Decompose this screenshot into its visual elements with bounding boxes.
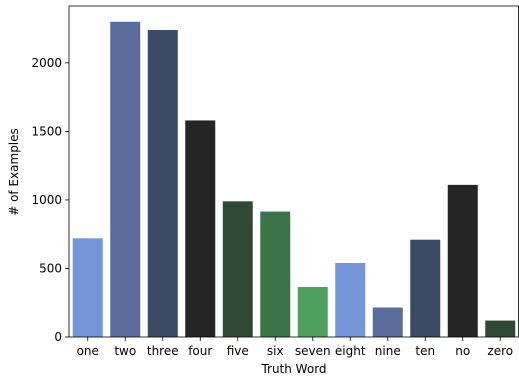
x-tick-label: zero — [487, 344, 513, 358]
y-tick-label: 500 — [39, 261, 62, 275]
bar-one — [72, 238, 103, 337]
x-tick-label: one — [77, 344, 99, 358]
bar-three — [147, 29, 178, 338]
bar-nine — [372, 307, 403, 337]
bar-five — [222, 201, 253, 337]
x-tick-label: three — [147, 344, 179, 358]
ticks-layer: one two three four five six seven eight nine ten n… — [31, 56, 513, 358]
x-tick-label: ten — [415, 344, 435, 358]
bar-eight — [335, 262, 366, 337]
y-axis-label: # of Examples — [7, 128, 21, 216]
x-axis-label: Truth Word — [260, 362, 326, 376]
x-tick-label: six — [267, 344, 284, 358]
y-tick-label: 0 — [54, 330, 62, 344]
x-tick-label: eight — [335, 344, 366, 358]
bar-ten — [410, 239, 441, 337]
y-tick-label: 1000 — [31, 193, 62, 207]
x-tick-label: five — [227, 344, 249, 358]
x-tick-label: two — [114, 344, 136, 358]
bar-seven — [297, 286, 328, 337]
x-tick-label: seven — [295, 344, 331, 358]
y-tick-label: 2000 — [31, 56, 62, 70]
y-tick-label: 1500 — [31, 124, 62, 138]
x-tick-label: nine — [375, 344, 401, 358]
bar-no — [447, 184, 478, 337]
bar-zero — [485, 320, 516, 337]
bar-two — [110, 21, 141, 337]
x-tick-label: no — [455, 344, 470, 358]
bar-four — [185, 120, 216, 337]
bar-six — [260, 211, 291, 337]
x-tick-label: four — [188, 344, 212, 358]
bars-layer — [72, 21, 516, 338]
